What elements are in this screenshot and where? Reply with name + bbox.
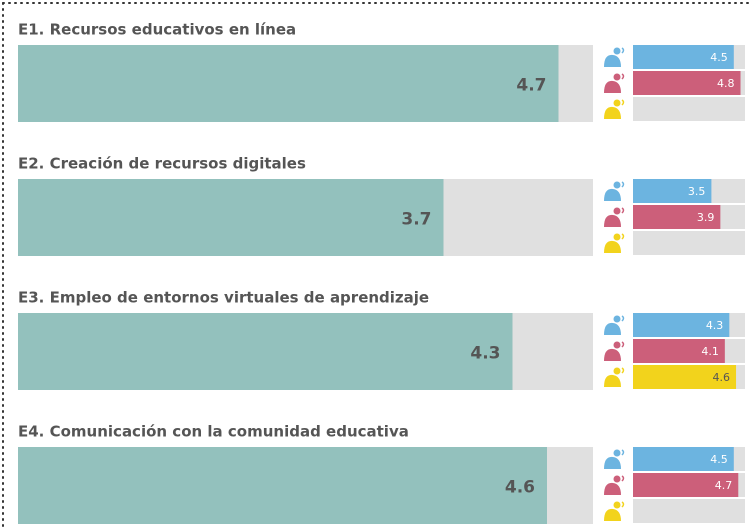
- icon-mark: [621, 475, 625, 482]
- icon-head: [613, 341, 621, 349]
- icon-head: [613, 315, 621, 323]
- person-icon: [604, 449, 625, 469]
- sub-bar: [633, 447, 734, 471]
- icon-mark: [621, 181, 625, 188]
- icon-head: [613, 73, 621, 81]
- icon-body: [604, 214, 621, 227]
- sub-value-label: 4.5: [710, 51, 728, 64]
- person-icon: [604, 341, 625, 361]
- icon-body: [604, 508, 621, 521]
- sub-bar: [633, 473, 739, 497]
- icon-body: [604, 456, 621, 469]
- sub-bar-background: [633, 499, 745, 523]
- sub-bar: [633, 71, 741, 95]
- section-title: E1. Recursos educativos en línea: [18, 21, 296, 39]
- icon-mark: [621, 73, 625, 80]
- icon-body: [604, 80, 621, 93]
- icon-body: [604, 322, 621, 335]
- icon-head: [613, 181, 621, 189]
- sub-bar-background: [633, 231, 745, 255]
- icon-head: [613, 207, 621, 215]
- person-icon: [604, 47, 625, 67]
- sub-value-label: 3.9: [697, 211, 715, 224]
- icon-head: [613, 501, 621, 509]
- main-bar: [18, 45, 559, 122]
- icon-body: [604, 240, 621, 253]
- person-icon: [604, 315, 625, 335]
- main-bar: [18, 179, 444, 256]
- person-icon: [604, 73, 625, 93]
- person-icon: [604, 99, 625, 119]
- icon-head: [613, 99, 621, 107]
- icon-mark: [621, 207, 625, 214]
- main-bar: [18, 313, 513, 390]
- person-icon: [604, 233, 625, 253]
- icon-body: [604, 54, 621, 67]
- person-icon: [604, 207, 625, 227]
- sub-value-label: 4.7: [715, 479, 733, 492]
- icon-mark: [621, 341, 625, 348]
- section-title: E2. Creación de recursos digitales: [18, 155, 306, 173]
- sub-value-label: 4.1: [701, 345, 719, 358]
- icon-head: [613, 367, 621, 375]
- main-value-label: 4.3: [470, 344, 500, 364]
- icon-mark: [621, 367, 625, 374]
- icon-mark: [621, 315, 625, 322]
- sub-value-label: 4.3: [706, 319, 724, 332]
- sub-bar: [633, 179, 712, 203]
- sub-bar: [633, 205, 721, 229]
- person-icon: [604, 475, 625, 495]
- sub-bar-background: [633, 97, 745, 121]
- icon-body: [604, 374, 621, 387]
- sub-bar: [633, 365, 737, 389]
- main-value-label: 4.7: [516, 76, 546, 96]
- icon-head: [613, 449, 621, 457]
- person-icon: [604, 367, 625, 387]
- icon-body: [604, 482, 621, 495]
- sub-bar: [633, 339, 725, 363]
- icon-mark: [621, 99, 625, 106]
- icon-head: [613, 475, 621, 483]
- main-bar: [18, 447, 547, 524]
- icon-body: [604, 348, 621, 361]
- person-icon: [604, 181, 625, 201]
- sub-bar: [633, 313, 730, 337]
- person-icon: [604, 501, 625, 521]
- sub-value-label: 4.5: [710, 453, 728, 466]
- section-title: E3. Empleo de entornos virtuales de apre…: [18, 289, 429, 307]
- section-title: E4. Comunicación con la comunidad educat…: [18, 423, 409, 441]
- icon-body: [604, 188, 621, 201]
- main-value-label: 3.7: [401, 210, 431, 230]
- sub-bar: [633, 45, 734, 69]
- icon-mark: [621, 233, 625, 240]
- sub-value-label: 4.8: [717, 77, 735, 90]
- sub-value-label: 3.5: [688, 185, 706, 198]
- icon-mark: [621, 501, 625, 508]
- icon-body: [604, 106, 621, 119]
- main-value-label: 4.6: [505, 478, 535, 498]
- sub-value-label: 4.6: [713, 371, 731, 384]
- icon-mark: [621, 47, 625, 54]
- icon-head: [613, 47, 621, 55]
- icon-head: [613, 233, 621, 241]
- icon-mark: [621, 449, 625, 456]
